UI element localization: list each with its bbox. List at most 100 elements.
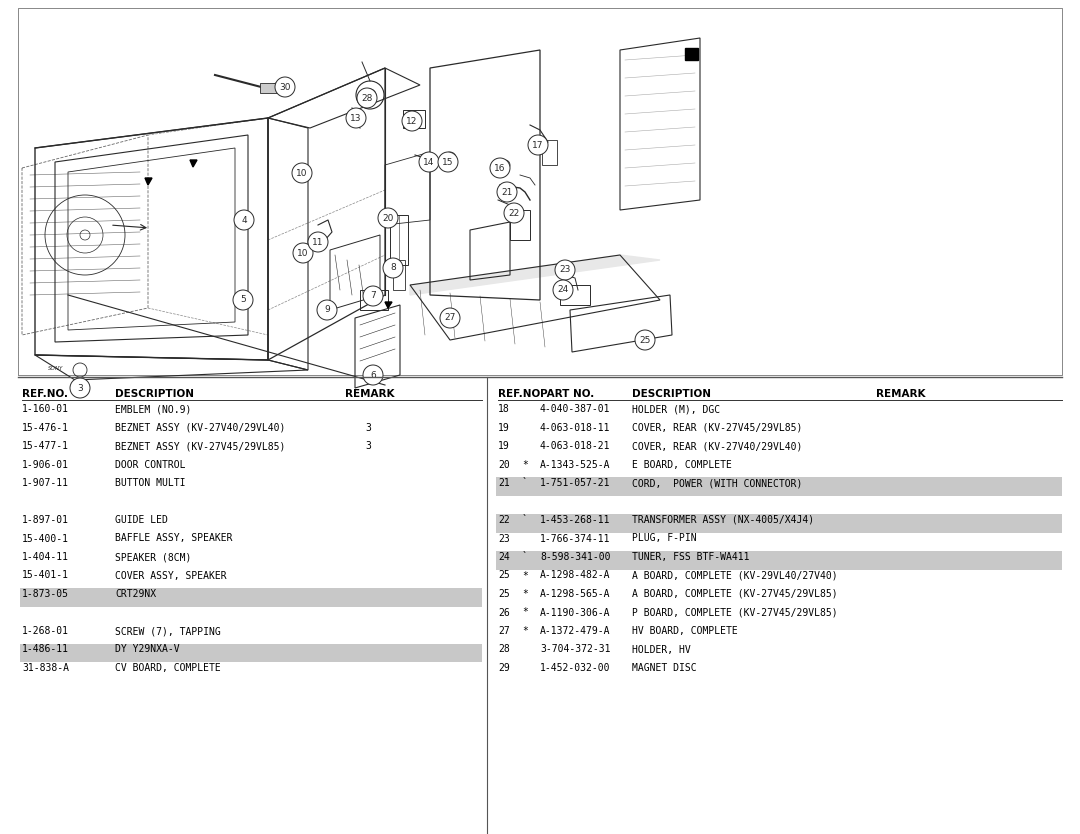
Circle shape	[363, 365, 383, 385]
Text: 3: 3	[77, 383, 83, 393]
Text: 20: 20	[382, 214, 394, 223]
Text: A-1298-482-A: A-1298-482-A	[540, 570, 610, 580]
Text: 8-598-341-00: 8-598-341-00	[540, 552, 610, 562]
Text: 3: 3	[365, 423, 370, 433]
Polygon shape	[190, 160, 197, 167]
Text: 29: 29	[498, 663, 510, 673]
Bar	[510, 210, 530, 240]
Text: REMARK: REMARK	[876, 389, 926, 399]
Text: 12: 12	[406, 117, 418, 125]
Text: 1-751-057-21: 1-751-057-21	[540, 478, 610, 488]
Text: COVER, REAR (KV-27V40/29VL40): COVER, REAR (KV-27V40/29VL40)	[632, 441, 802, 451]
Circle shape	[308, 232, 328, 252]
Text: `: `	[522, 515, 528, 525]
Text: 22: 22	[498, 515, 510, 525]
Bar	[496, 551, 1062, 570]
Bar	[21, 644, 482, 662]
Text: TUNER, FSS BTF-WA411: TUNER, FSS BTF-WA411	[632, 552, 750, 562]
Text: A BOARD, COMPLETE (KV-29VL40/27V40): A BOARD, COMPLETE (KV-29VL40/27V40)	[632, 570, 838, 580]
Text: REF.NO.: REF.NO.	[498, 389, 544, 399]
Circle shape	[438, 152, 458, 172]
Text: 15-400-1: 15-400-1	[22, 534, 69, 544]
Circle shape	[71, 379, 89, 397]
Text: `: `	[522, 478, 528, 488]
Text: 30: 30	[280, 83, 291, 92]
Bar	[393, 260, 405, 290]
Circle shape	[378, 208, 399, 228]
Text: *: *	[522, 589, 528, 599]
Text: 15-476-1: 15-476-1	[22, 423, 69, 433]
Text: 27: 27	[498, 626, 510, 636]
Circle shape	[497, 182, 517, 202]
Text: 14: 14	[423, 158, 434, 167]
Text: 4: 4	[241, 215, 247, 224]
Bar	[561, 285, 590, 305]
Text: 18: 18	[498, 404, 510, 414]
Text: BEZNET ASSY (KV-27V45/29VL85): BEZNET ASSY (KV-27V45/29VL85)	[114, 441, 285, 451]
Text: 11: 11	[312, 238, 324, 247]
Text: 21: 21	[501, 188, 513, 197]
Text: DESCRIPTION: DESCRIPTION	[114, 389, 194, 399]
Bar	[496, 514, 1062, 532]
Text: DESCRIPTION: DESCRIPTION	[632, 389, 711, 399]
Text: A-1190-306-A: A-1190-306-A	[540, 607, 610, 617]
Circle shape	[555, 260, 575, 280]
Text: BEZNET ASSY (KV-27V40/29VL40): BEZNET ASSY (KV-27V40/29VL40)	[114, 423, 285, 433]
Circle shape	[383, 258, 403, 278]
Text: 1-160-01: 1-160-01	[22, 404, 69, 414]
Circle shape	[318, 300, 337, 320]
Circle shape	[275, 77, 295, 97]
Text: 17: 17	[532, 140, 543, 149]
Text: 13: 13	[350, 113, 362, 123]
Text: CORD,  POWER (WITH CONNECTOR): CORD, POWER (WITH CONNECTOR)	[632, 478, 802, 488]
Bar	[542, 140, 557, 165]
Text: HOLDER (M), DGC: HOLDER (M), DGC	[632, 404, 720, 414]
Text: SPEAKER (8CM): SPEAKER (8CM)	[114, 552, 191, 562]
Text: `: `	[522, 552, 528, 562]
Circle shape	[402, 111, 422, 131]
Text: PART NO.: PART NO.	[540, 389, 594, 399]
Bar	[21, 588, 482, 606]
Text: PLUG, F-PIN: PLUG, F-PIN	[632, 534, 697, 544]
Text: 31-838-A: 31-838-A	[22, 663, 69, 673]
Text: 19: 19	[498, 441, 510, 451]
Text: 1-453-268-11: 1-453-268-11	[540, 515, 610, 525]
Circle shape	[504, 203, 524, 223]
Text: 25: 25	[498, 589, 510, 599]
Text: 1-873-05: 1-873-05	[22, 589, 69, 599]
Text: BUTTON MULTI: BUTTON MULTI	[114, 478, 186, 488]
Circle shape	[293, 243, 313, 263]
Text: DY Y29NXA-V: DY Y29NXA-V	[114, 645, 179, 655]
Text: 28: 28	[362, 93, 373, 103]
Circle shape	[233, 290, 253, 310]
Text: MAGNET DISC: MAGNET DISC	[632, 663, 697, 673]
Circle shape	[70, 378, 90, 398]
Text: GUIDE LED: GUIDE LED	[114, 515, 167, 525]
Text: 1-766-374-11: 1-766-374-11	[540, 534, 610, 544]
Text: 27: 27	[444, 314, 456, 323]
Circle shape	[234, 210, 254, 230]
Text: 3: 3	[77, 384, 83, 393]
Text: *: *	[522, 460, 528, 470]
Text: 10: 10	[296, 168, 308, 178]
Text: REMARK: REMARK	[345, 389, 394, 399]
Text: 26: 26	[498, 607, 510, 617]
Text: COVER ASSY, SPEAKER: COVER ASSY, SPEAKER	[114, 570, 227, 580]
Text: E BOARD, COMPLETE: E BOARD, COMPLETE	[632, 460, 732, 470]
Text: 1-486-11: 1-486-11	[22, 645, 69, 655]
Text: 15-401-1: 15-401-1	[22, 570, 69, 580]
Text: HV BOARD, COMPLETE: HV BOARD, COMPLETE	[632, 626, 738, 636]
Text: 23: 23	[498, 534, 510, 544]
Text: 16: 16	[495, 163, 505, 173]
Text: 22: 22	[509, 208, 519, 218]
Polygon shape	[384, 302, 392, 308]
Text: 7: 7	[370, 292, 376, 300]
Circle shape	[292, 163, 312, 183]
Circle shape	[357, 88, 377, 108]
Circle shape	[490, 158, 510, 178]
Text: A-1298-565-A: A-1298-565-A	[540, 589, 610, 599]
Text: 1-907-11: 1-907-11	[22, 478, 69, 488]
Text: HOLDER, HV: HOLDER, HV	[632, 645, 691, 655]
Text: 23: 23	[559, 265, 570, 274]
Circle shape	[528, 135, 548, 155]
